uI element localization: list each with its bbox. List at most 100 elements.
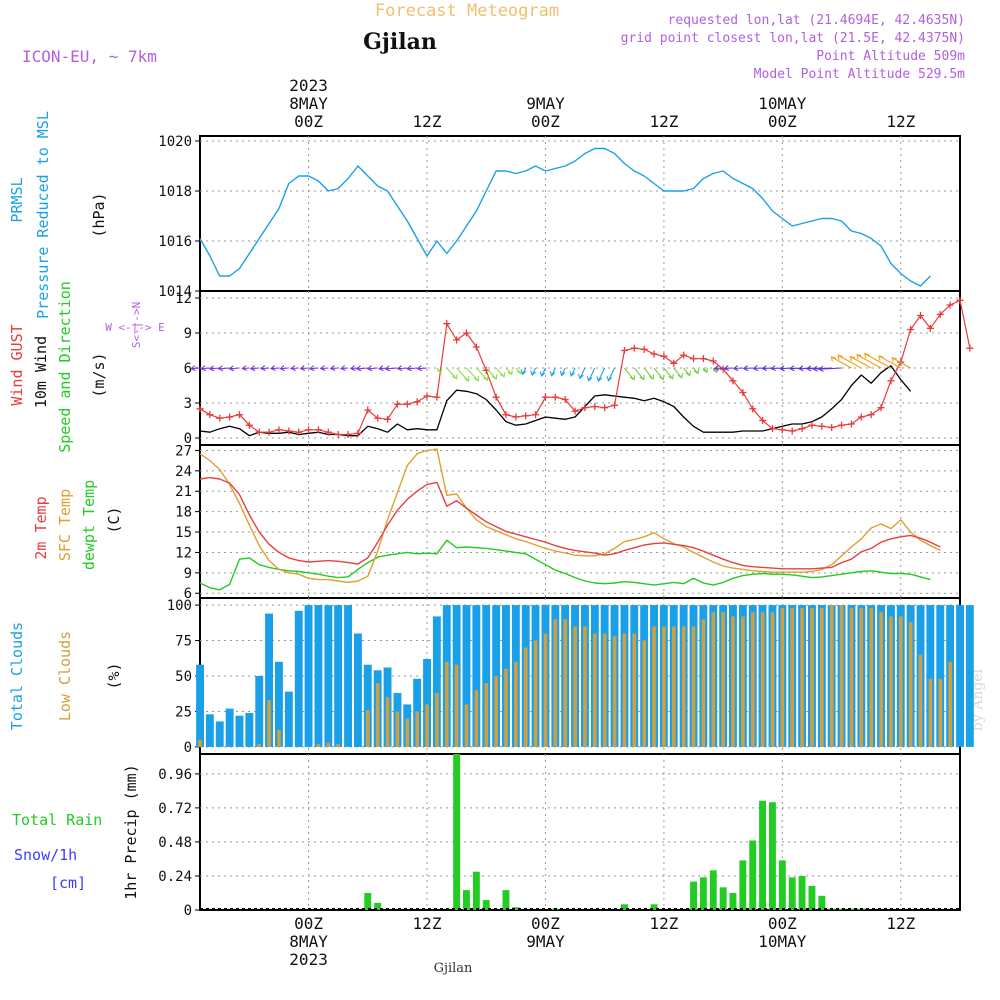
grid-point-coords: grid point closest lon,lat (21.5E, 42.43… [621, 31, 965, 46]
sfc-temp-line [199, 448, 941, 584]
wind-direction-arrow [837, 354, 862, 369]
total-cloud-bar [936, 605, 945, 747]
wind-direction-arrow [190, 365, 201, 372]
wind-direction-arrow [349, 365, 358, 371]
y-tick-label: 0 [184, 431, 192, 447]
wind-gust-marker [551, 393, 559, 401]
wind-direction-arrow [693, 367, 700, 375]
wind-direction-arrow [633, 367, 645, 381]
time-tick-label-bottom: 00Z [768, 914, 797, 933]
low-cloud-bar [316, 744, 321, 747]
low-cloud-bar [652, 626, 656, 747]
wind-gust-marker [699, 355, 707, 363]
low-cloud-bar [484, 683, 489, 747]
low-cloud-bar [415, 711, 419, 747]
total-cloud-bar [205, 714, 214, 747]
total-cloud-bar [215, 721, 224, 747]
low-cloud-bar [839, 605, 844, 747]
wind-gust-line [199, 299, 971, 436]
wind-gust-marker [384, 415, 392, 423]
total-cloud-bar [294, 610, 303, 747]
wind-direction-arrow [752, 365, 763, 372]
time-tick-label-top: 9MAY [526, 94, 565, 113]
label-2m-temp: 2m Temp [32, 496, 50, 559]
low-cloud-bar [879, 612, 883, 747]
pressure-line [199, 147, 931, 287]
wind-direction-arrow [530, 367, 537, 377]
label-precip-axis: 1hr Precip (mm) [122, 764, 140, 899]
wind-direction-arrow [761, 365, 773, 372]
wind-gust-marker [966, 344, 974, 352]
low-cloud-bar [602, 633, 607, 747]
rain-bar [472, 871, 480, 910]
wind-direction-arrow [366, 365, 378, 372]
wind-gust-marker [739, 389, 747, 396]
rain-bar [769, 802, 776, 910]
rain-bar [374, 902, 382, 910]
rain-bar [759, 800, 766, 910]
low-cloud-bar [435, 693, 439, 747]
compass-ns: S<-|->N [130, 302, 143, 348]
label-total-rain: Total Rain [12, 811, 102, 829]
low-cloud-bar [366, 710, 370, 747]
wind-direction-arrow [200, 365, 210, 372]
wind-direction-arrow [539, 367, 546, 377]
wind-gust-marker [946, 301, 954, 309]
wind-direction-arrow [578, 367, 586, 380]
wind-gust-marker [196, 405, 204, 413]
wind-gust-marker [759, 417, 767, 424]
wind-gust-marker [245, 421, 253, 429]
label-snow-unit: [cm] [50, 874, 86, 892]
wind-direction-arrow [606, 367, 616, 382]
point-altitude: Point Altitude 509m [816, 49, 965, 64]
wind-gust-marker [206, 411, 214, 419]
wind-direction-arrow [217, 365, 230, 372]
low-cloud-bar [770, 612, 775, 747]
wind-direction-arrow [732, 365, 743, 372]
rain-bar [699, 877, 707, 910]
y-tick-label: 0.96 [158, 767, 192, 783]
rain-bar [729, 893, 737, 910]
wind-direction-arrow [742, 365, 753, 372]
wind-direction-arrow [864, 352, 892, 369]
wind-gust-marker [749, 405, 757, 413]
wind-direction-arrow [653, 367, 665, 381]
label-pressure-msl: Pressure Reduced to MSL [34, 111, 52, 319]
rain-bar [848, 908, 855, 910]
wind-direction-arrow [260, 365, 270, 372]
y-tick-label: 0.72 [158, 801, 192, 817]
wind-gust-marker [936, 310, 944, 318]
y-tick-label: 6 [184, 361, 192, 377]
wind-direction-arrow [520, 367, 527, 376]
time-tick-label-bottom: 2023 [289, 950, 328, 969]
low-cloud-bar [257, 744, 261, 747]
wind-gust-marker [581, 404, 589, 412]
wind-direction-arrow [818, 365, 842, 372]
wind-gust-marker [650, 350, 658, 358]
label-sfc-temp: SFC Temp [56, 489, 74, 561]
wind-direction-arrow [723, 365, 734, 372]
low-cloud-bar [445, 661, 449, 747]
low-cloud-bar [869, 607, 873, 747]
wind-direction-arrow [856, 354, 882, 369]
wind-direction-arrow [586, 367, 596, 382]
time-tick-label-top: 12Z [649, 112, 678, 131]
wind-gust-marker [926, 324, 934, 332]
total-cloud-bar [423, 659, 431, 747]
y-tick-label: 100 [167, 598, 192, 614]
wind-gust-marker [324, 428, 332, 436]
time-tick-label-top: 00Z [768, 112, 797, 131]
total-cloud-bar [255, 676, 264, 747]
wind-gust-marker [472, 343, 480, 351]
label-total-clouds: Total Clouds [8, 622, 26, 730]
chart-title: Forecast Meteogram [375, 1, 559, 21]
y-tick-label: 18 [175, 505, 192, 521]
low-cloud-bar [385, 697, 390, 747]
low-cloud-bar [790, 607, 794, 747]
y-tick-label: 15 [175, 525, 192, 541]
total-cloud-bar [235, 715, 244, 747]
time-tick-label-bottom: 12Z [886, 914, 915, 933]
total-cloud-bar [462, 605, 471, 747]
wind-gust-marker [255, 428, 263, 436]
low-cloud-bar [405, 718, 410, 747]
